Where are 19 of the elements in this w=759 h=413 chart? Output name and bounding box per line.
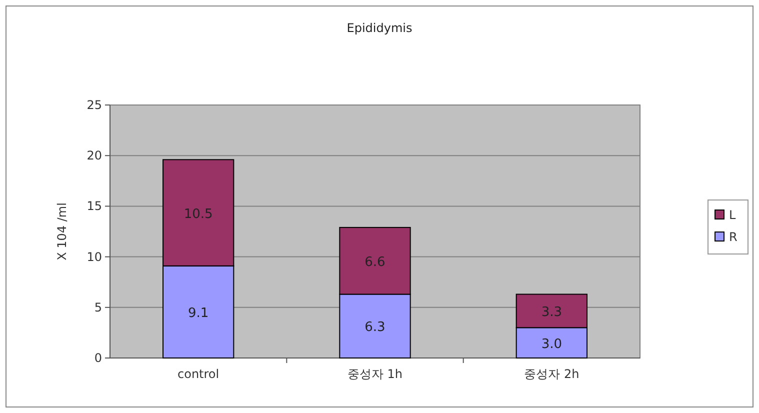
x-tick-label: 중성자 2h bbox=[524, 367, 580, 381]
data-label: 3.0 bbox=[541, 336, 562, 352]
legend-label: R bbox=[729, 230, 738, 244]
y-axis-title: X 104 /ml bbox=[55, 202, 69, 260]
data-label: 10.5 bbox=[184, 206, 213, 222]
data-label: 9.1 bbox=[188, 306, 209, 321]
data-label: 6.3 bbox=[364, 320, 386, 336]
data-label: 6.6 bbox=[364, 254, 386, 270]
y-tick-label: 5 bbox=[94, 300, 102, 314]
data-label: 3.3 bbox=[541, 304, 562, 320]
x-tick-label: control bbox=[178, 367, 220, 381]
y-tick-label: 25 bbox=[86, 98, 102, 112]
y-tick-label: 0 bbox=[94, 351, 102, 365]
y-tick-label: 20 bbox=[86, 148, 102, 163]
chart-title: Epididymis bbox=[346, 21, 412, 35]
y-tick-label: 10 bbox=[86, 250, 102, 264]
legend-label: L bbox=[729, 208, 736, 222]
x-tick-label: 중성자 1h bbox=[347, 367, 403, 381]
y-tick-label: 15 bbox=[86, 199, 102, 214]
